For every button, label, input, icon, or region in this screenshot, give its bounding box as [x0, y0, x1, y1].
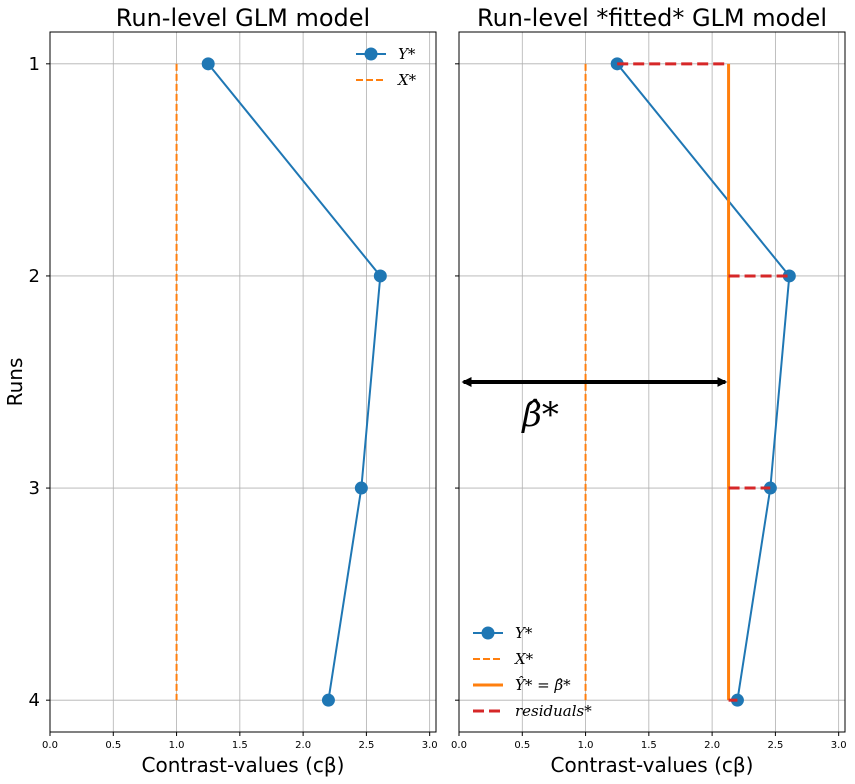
data-point-y-star: [782, 269, 796, 283]
legend: Y* X*: [356, 45, 417, 89]
series-line-y-star: [616, 63, 791, 701]
right-panel: β̂* 0.0 0.5 1.0 1.5 2.0 2.5 3.0 Run-level *fitte…: [451, 4, 847, 777]
x-tick-label: 2.5: [358, 740, 374, 751]
data-point-y-star: [373, 269, 387, 283]
legend-swatch-marker: [481, 626, 495, 640]
x-tick-label: 2.5: [767, 740, 783, 751]
y-tick-label: 1: [29, 54, 40, 75]
x-tick-label: 1.0: [578, 740, 594, 751]
x-tick-label: 1.0: [169, 740, 185, 751]
x-tick-label: 0.0: [451, 740, 467, 751]
legend-item: Y*: [356, 45, 416, 63]
legend-label: Ŷ* = β̂*: [515, 676, 571, 694]
x-tick-label: 1.5: [232, 740, 248, 751]
legend-label: Y*: [515, 624, 533, 642]
legend-label: X*: [514, 650, 534, 668]
y-tick-label: 2: [29, 266, 40, 287]
x-tick-label: 1.5: [641, 740, 657, 751]
legend: Y* X* Ŷ* = β̂* residuals*: [473, 624, 592, 720]
annotation: β̂*: [461, 377, 728, 435]
legend-label: residuals*: [515, 702, 592, 720]
y-axis-label: Runs: [3, 358, 27, 407]
grid-lines: [49, 32, 436, 732]
left-panel: 0.0 0.5 1.0 1.5 2.0 2.5 3.0 1 2 3 4 Run-level GLM m…: [3, 4, 438, 777]
legend-item: X*: [473, 650, 534, 668]
x-axis-label: Contrast-values (cβ): [551, 753, 754, 777]
series-0: [610, 57, 796, 707]
series-3: [617, 62, 790, 702]
axes-frame: [458, 31, 846, 733]
series-line-y-star: [207, 63, 382, 701]
data-point-y-star: [354, 481, 368, 495]
chart-title: Run-level GLM model: [116, 4, 370, 32]
x-tick-label: 2.0: [704, 740, 720, 751]
x-tick-label: 0.5: [105, 740, 121, 751]
chart-title: Run-level *fitted* GLM model: [477, 4, 827, 32]
axes-frame: [49, 31, 437, 733]
series-0: [201, 57, 387, 707]
x-tick-label: 3.0: [422, 740, 438, 751]
legend-swatch-marker: [364, 47, 378, 61]
x-tick-label: 3.0: [831, 740, 847, 751]
legend-item: Ŷ* = β̂*: [473, 676, 571, 694]
y-tick-label: 3: [29, 478, 40, 499]
legend-item: X*: [356, 71, 417, 89]
legend-label: Y*: [398, 45, 416, 63]
x-tick-label: 0.0: [42, 740, 58, 751]
legend-item: Y*: [473, 624, 533, 642]
x-tick-label: 0.5: [514, 740, 530, 751]
x-tick-label: 2.0: [295, 740, 311, 751]
data-point-y-star: [321, 693, 335, 707]
data-point-y-star: [201, 57, 215, 71]
legend-item: residuals*: [473, 702, 592, 720]
y-tick-label: 4: [29, 690, 40, 711]
legend-label: X*: [397, 71, 417, 89]
beta-hat-label: β̂*: [520, 395, 559, 435]
x-axis-label: Contrast-values (cβ): [142, 753, 345, 777]
